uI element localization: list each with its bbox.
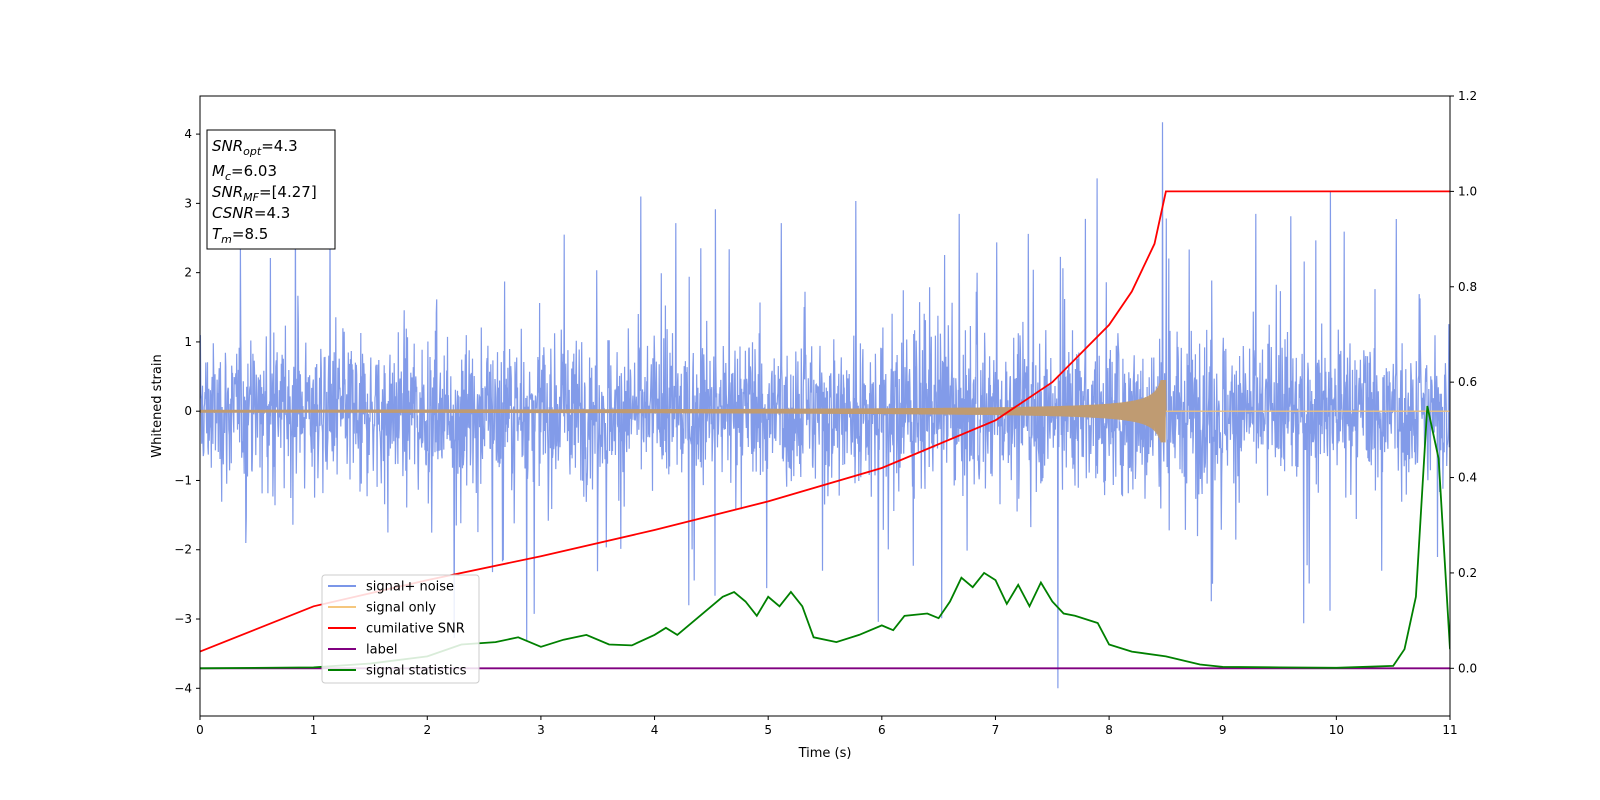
info-symbol: M [212,162,225,180]
legend-label: cumilative SNR [366,622,465,637]
info-value: =4.3 [261,137,297,155]
y2-tick-label: 1.2 [1458,89,1477,103]
info-line: SNRMF=[4.27] [212,183,317,204]
info-subscript: opt [243,145,262,158]
x-tick-label: 0 [196,723,204,737]
info-subscript: m [221,233,232,246]
legend-label: signal only [366,601,436,616]
y-tick-label: −4 [174,681,192,695]
x-tick-label: 2 [423,723,431,737]
x-tick-label: 1 [310,723,318,737]
y-tick-label: −3 [174,612,192,626]
y-axis-label: Whitened strain [150,354,165,457]
y2-tick-label: 0.4 [1458,471,1477,485]
y-tick-label: 2 [184,266,192,280]
x-tick-label: 5 [764,723,772,737]
series-signal-statistics-line [200,405,1450,670]
x-tick-label: 8 [1105,723,1113,737]
info-box: SNRopt=4.3Mc=6.03SNRMF=[4.27]CSNR=4.3Tm=… [206,129,336,250]
y-tick-label: −1 [174,473,192,487]
info-value: =6.03 [231,162,277,180]
legend-frame [321,574,480,684]
info-symbol: SNR [212,183,243,201]
legend-label: signal statistics [366,664,467,679]
series-signal-noise [200,122,1450,689]
info-value: =8.5 [232,225,268,243]
y2-tick-label: 0.8 [1458,280,1477,294]
y-tick-label: 1 [184,335,192,349]
x-tick-label: 9 [1219,723,1227,737]
plot-frame [199,95,1451,717]
x-tick-label: 7 [992,723,1000,737]
legend: signal+ noise signal only cumilative SNR la… [321,574,480,684]
plot-area [200,122,1450,689]
info-value: =4.3 [254,204,290,222]
series-signal-only [200,379,1450,443]
info-line: Mc=6.03 [212,162,277,183]
x-tick-label: 3 [537,723,545,737]
x-axis-label: Time (s) [798,746,852,761]
y-tick-label: 0 [184,404,192,418]
x-tick-label: 6 [878,723,886,737]
info-symbol: CSNR [212,204,254,222]
y-tick-label: 4 [184,127,192,141]
y-axis-left: −4 −3 −2 −1 0 1 2 3 4 [174,127,200,695]
y2-tick-label: 1.0 [1458,184,1477,198]
x-axis: 0 1 2 3 4 5 6 7 8 9 10 11 [196,716,1458,737]
y-axis-right: 0.0 0.2 0.4 0.6 0.8 1.0 1.2 [1450,89,1477,675]
info-line: SNRopt=4.3 [212,137,298,158]
series-cumilative-snr-line [200,190,1450,653]
y-tick-label: 3 [184,196,192,210]
info-subscript: c [225,170,231,183]
info-value: =[4.27] [259,183,317,201]
info-symbol: SNR [212,137,243,155]
info-symbol: T [212,225,223,243]
y-tick-label: −2 [174,543,192,557]
y2-tick-label: 0.2 [1458,566,1477,580]
legend-label: signal+ noise [366,580,454,595]
info-box-frame [206,129,336,250]
info-line: CSNR=4.3 [212,204,290,222]
x-tick-label: 11 [1442,723,1457,737]
x-tick-label: 4 [651,723,659,737]
info-subscript: MF [243,191,259,204]
legend-label: label [366,643,397,658]
info-line: Tm=8.5 [212,225,268,246]
x-tick-label: 10 [1329,723,1344,737]
signal-noise-line [200,122,1450,689]
y2-tick-label: 0.0 [1458,661,1477,675]
y2-tick-label: 0.6 [1458,375,1477,389]
